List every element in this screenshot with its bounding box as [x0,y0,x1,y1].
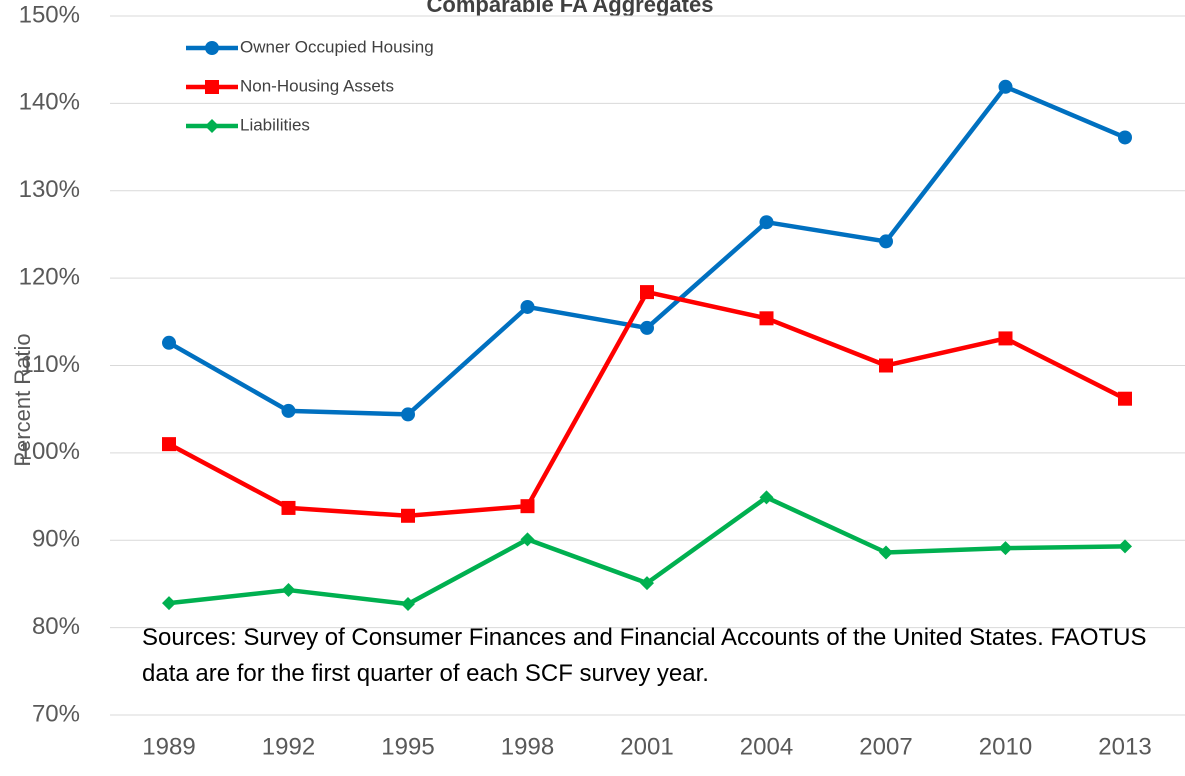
point [998,541,1013,556]
point [162,335,176,350]
legend-label: Liabilities [240,115,310,134]
point [879,234,893,249]
legend-marker [205,41,219,55]
point [281,500,296,515]
y-tick-label: 100% [19,438,80,465]
point [520,532,535,547]
point [998,79,1013,94]
point [401,407,415,422]
point [759,311,774,326]
point [281,583,296,598]
x-tick-label: 2007 [859,733,912,760]
y-axis-title: Percent Ratio [10,333,35,466]
point [1118,539,1132,554]
point [640,285,654,300]
y-tick-label: 90% [32,526,80,553]
x-tick-label: 1992 [262,733,315,760]
y-tick-label: 120% [19,263,80,290]
point [759,490,774,505]
point [759,215,774,230]
point [1118,391,1132,406]
x-tick-label: 2013 [1098,733,1151,760]
point [1118,130,1132,145]
x-tick-label: 1989 [142,733,195,760]
point [520,499,535,514]
y-tick-label: 70% [32,700,80,727]
legend-marker [205,119,219,133]
x-tick-label: 2004 [740,733,793,760]
y-tick-label: 150% [19,1,80,28]
series [162,490,1132,612]
series [162,285,1132,523]
x-tick-label: 2010 [979,733,1032,760]
x-tick-label: 1995 [381,733,434,760]
x-tick-label: 2001 [620,733,673,760]
point [520,299,535,314]
point [162,437,176,452]
y-tick-label: 130% [19,176,80,203]
point [879,358,893,373]
y-tick-label: 110% [20,351,80,378]
point [640,576,654,591]
y-tick-label: 140% [19,89,80,116]
y-tick-label: 80% [32,613,80,640]
point [162,596,176,611]
x-tick-label: 1998 [501,733,554,760]
annotation: Sources: Survey of Consumer Finances and… [142,624,1147,687]
point [281,403,296,418]
point [401,597,415,612]
point [401,508,415,523]
point [998,331,1013,346]
legend-label: Owner Occupied Housing [240,37,434,56]
legend-label: Non-Housing Assets [240,76,394,95]
point [879,545,893,560]
legend-marker [205,80,219,94]
chart-title: Comparable FA Aggregates [427,0,714,17]
series [162,79,1132,422]
point [640,320,654,335]
grid [110,15,1185,716]
